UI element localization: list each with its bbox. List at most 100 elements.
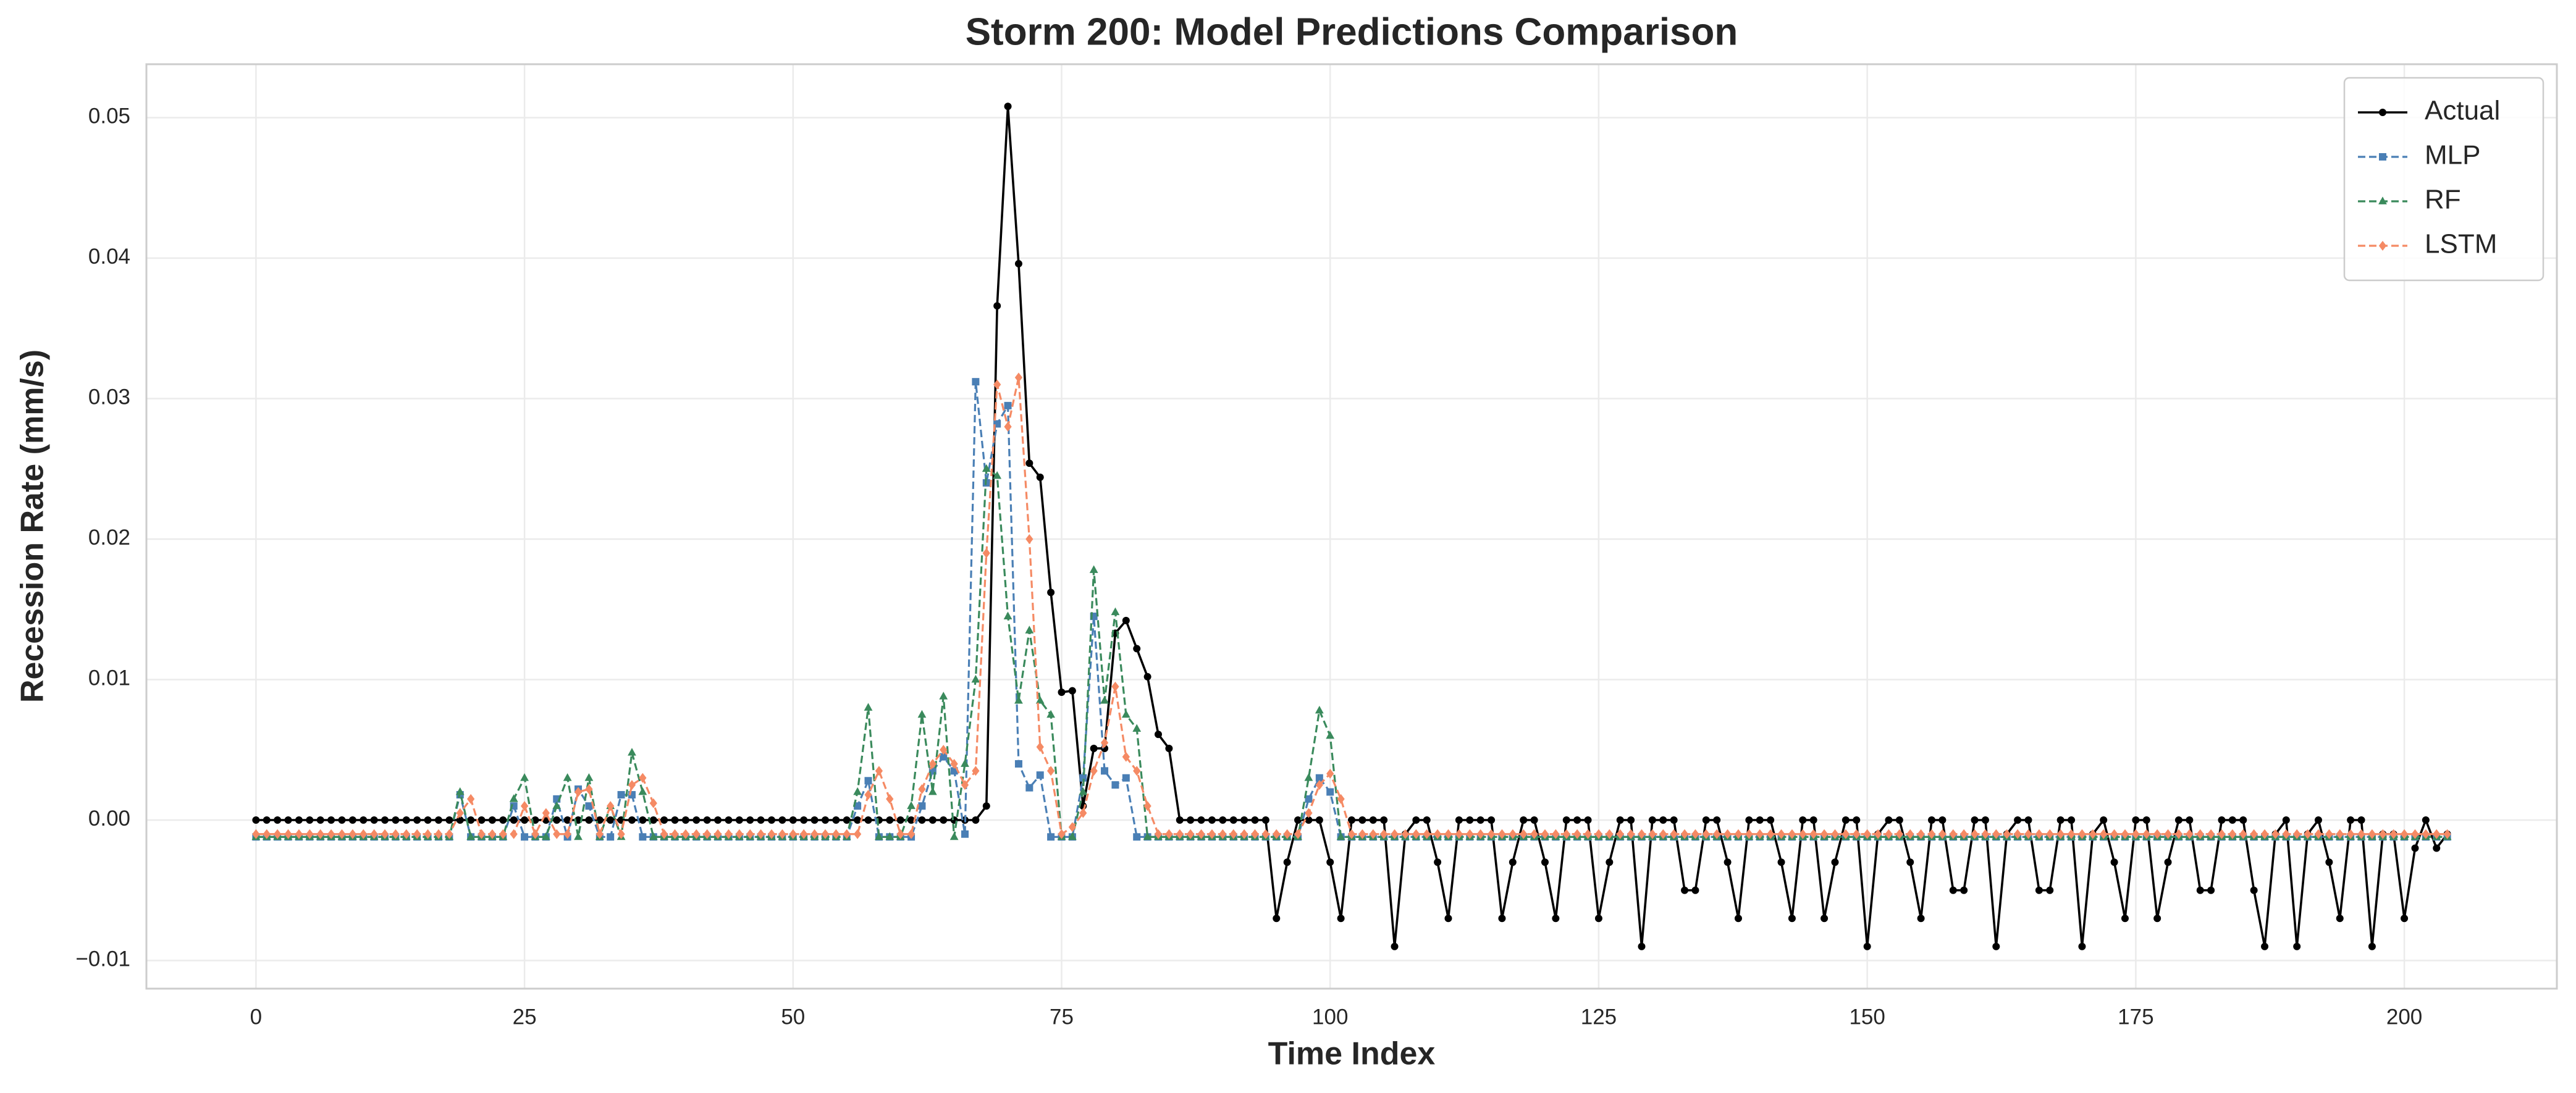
marker [274, 816, 282, 824]
marker [1025, 459, 1033, 467]
marker [327, 829, 335, 839]
marker [972, 766, 980, 776]
marker [1799, 816, 1807, 824]
marker [821, 816, 829, 824]
marker [348, 829, 356, 839]
grid [146, 64, 2557, 989]
marker [1058, 829, 1066, 839]
marker [1444, 829, 1452, 839]
marker [778, 829, 786, 839]
marker [1734, 915, 1742, 923]
series-line [256, 382, 2448, 838]
x-tick-label: 150 [1849, 1005, 1885, 1029]
y-tick-label: 0.05 [88, 104, 130, 128]
marker [2153, 829, 2161, 839]
marker [972, 816, 980, 824]
marker [671, 829, 679, 839]
marker [1261, 829, 1270, 839]
marker [714, 816, 722, 824]
marker [2250, 886, 2258, 894]
marker [1981, 816, 1989, 824]
marker [1187, 816, 1195, 824]
marker [1046, 710, 1056, 718]
marker [1111, 607, 1120, 616]
marker [649, 832, 658, 840]
marker [327, 816, 335, 824]
legend-label: LSTM [2425, 229, 2497, 259]
marker [2368, 942, 2376, 950]
series [252, 103, 2451, 950]
marker [563, 829, 571, 839]
marker [1702, 816, 1710, 824]
marker [456, 808, 464, 818]
marker [1391, 942, 1399, 950]
marker [2228, 816, 2236, 824]
marker [510, 816, 518, 824]
marker [1337, 915, 1345, 923]
marker [1627, 816, 1635, 824]
marker [1520, 829, 1528, 839]
marker [1036, 771, 1044, 779]
marker [886, 794, 894, 804]
marker [746, 816, 754, 824]
x-tick-label: 75 [1050, 1005, 1074, 1029]
marker [424, 816, 432, 824]
marker [542, 808, 550, 818]
marker [961, 780, 969, 790]
marker [789, 829, 797, 839]
marker [1562, 816, 1570, 824]
marker [2035, 886, 2043, 894]
marker [392, 816, 400, 824]
marker [1520, 816, 1528, 824]
marker [284, 829, 292, 839]
marker [2379, 109, 2386, 116]
marker [499, 816, 507, 824]
legend-label: MLP [2425, 140, 2480, 170]
marker [488, 829, 497, 839]
marker [617, 829, 625, 839]
marker [918, 816, 926, 824]
marker [1992, 829, 2000, 839]
marker [692, 829, 701, 839]
marker [510, 802, 518, 810]
marker [1176, 816, 1184, 824]
marker [972, 378, 980, 386]
marker [1616, 829, 1624, 839]
marker [1594, 915, 1602, 923]
marker [1713, 829, 1721, 839]
marker [1348, 816, 1355, 824]
marker [725, 829, 733, 839]
series [252, 378, 2451, 841]
marker [1133, 645, 1141, 653]
marker [2293, 829, 2301, 839]
marker [1863, 829, 1871, 839]
marker [338, 829, 346, 839]
marker [553, 816, 561, 824]
marker [2013, 829, 2022, 839]
marker [2035, 829, 2044, 839]
marker [2271, 829, 2279, 839]
marker [639, 816, 647, 824]
marker [1240, 816, 1248, 824]
legend: Actual MLP RF LSTM [2343, 77, 2544, 282]
marker [1068, 832, 1077, 840]
marker [2239, 816, 2247, 824]
marker [2357, 816, 2365, 824]
marker [402, 829, 410, 839]
marker [1466, 829, 1474, 839]
marker [1638, 942, 1646, 950]
marker [2132, 829, 2140, 839]
marker [2089, 829, 2097, 839]
marker [1745, 829, 1753, 839]
marker [585, 816, 593, 824]
marker [552, 801, 562, 810]
marker [1273, 915, 1281, 923]
marker [252, 816, 260, 824]
marker [1734, 829, 1743, 839]
marker [832, 829, 840, 839]
marker [370, 816, 378, 824]
marker [1326, 731, 1335, 739]
marker [1326, 788, 1334, 796]
marker [509, 794, 518, 802]
marker [692, 816, 701, 824]
